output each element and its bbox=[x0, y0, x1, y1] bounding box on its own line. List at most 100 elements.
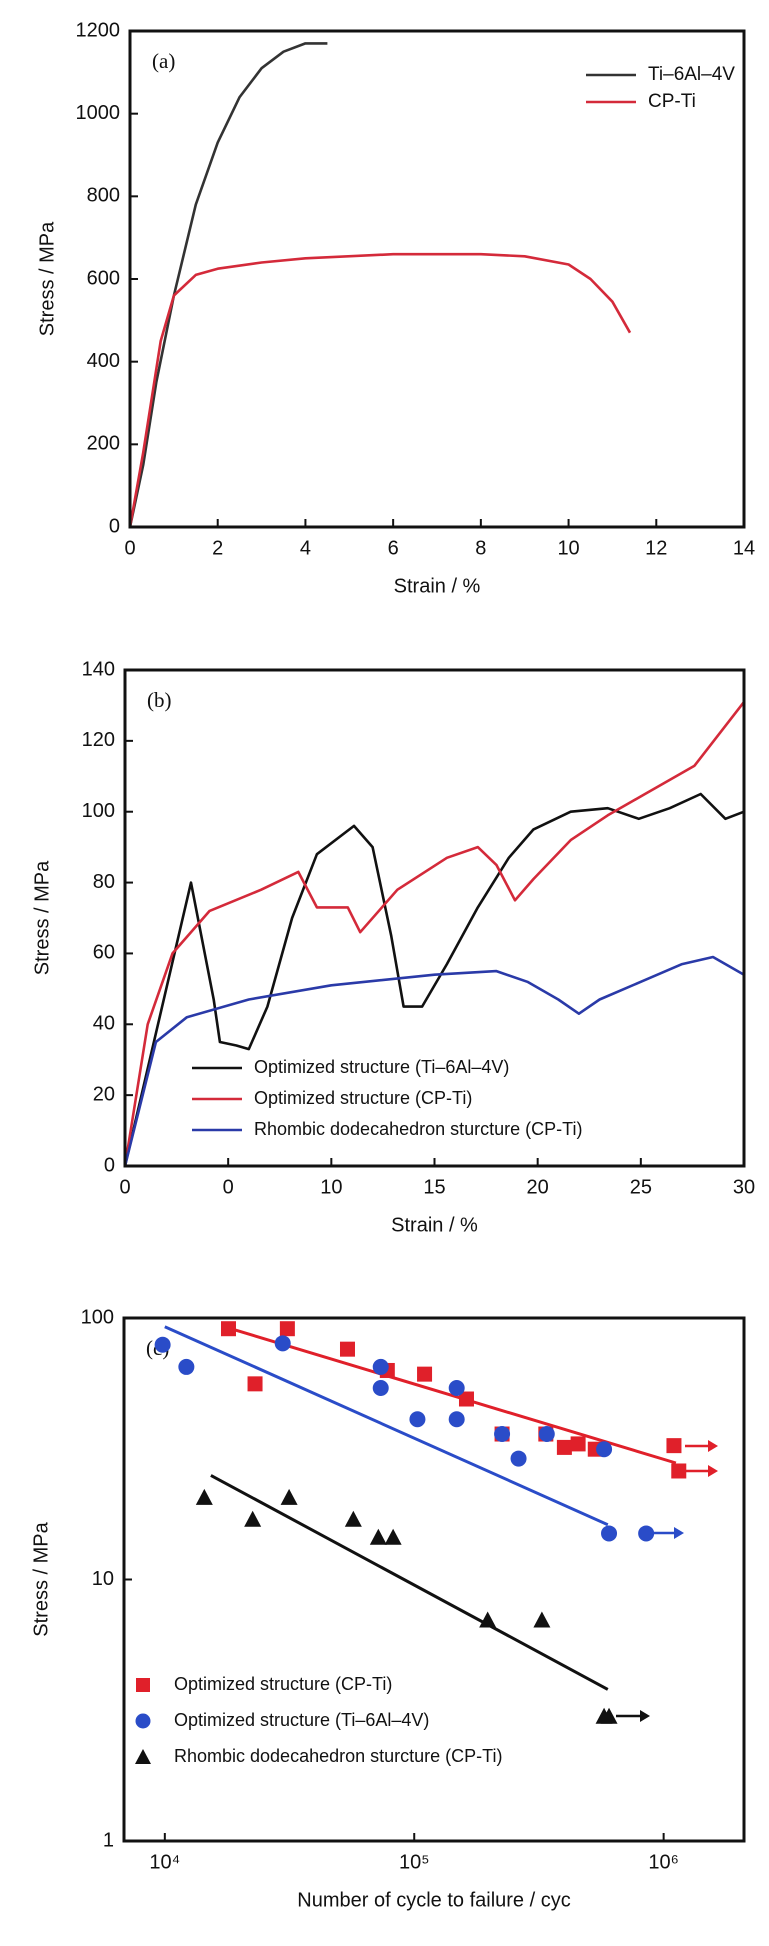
marker-circle bbox=[510, 1450, 527, 1467]
y-tick-label: 0 bbox=[109, 515, 120, 537]
y-tick-label: 140 bbox=[82, 658, 115, 680]
marker-square bbox=[458, 1391, 474, 1407]
x-tick-label: 20 bbox=[527, 1176, 549, 1198]
y-tick-label: 120 bbox=[82, 729, 115, 751]
marker-circle bbox=[178, 1358, 195, 1375]
y-axis-label: Stress / MPa bbox=[30, 1521, 52, 1636]
y-tick-label: 1000 bbox=[76, 102, 121, 124]
marker-triangle bbox=[244, 1510, 262, 1527]
x-tick-label: 0 bbox=[124, 537, 135, 559]
x-tick-label: 12 bbox=[645, 537, 667, 559]
plot-frame bbox=[123, 668, 746, 1168]
plot-frame bbox=[122, 1316, 746, 1843]
marker-square bbox=[417, 1366, 433, 1382]
legend-marker bbox=[136, 1678, 150, 1692]
marker-square bbox=[671, 1463, 687, 1479]
arrow-head bbox=[674, 1527, 684, 1539]
arrow-head bbox=[708, 1440, 718, 1452]
fit-line bbox=[210, 1474, 609, 1691]
marker-circle bbox=[154, 1336, 171, 1353]
arrow-head bbox=[708, 1465, 718, 1477]
x-tick-label: 10⁴ bbox=[149, 1851, 180, 1873]
y-tick-label: 0 bbox=[104, 1154, 115, 1176]
y-tick-label: 100 bbox=[82, 800, 115, 822]
marker-circle bbox=[538, 1426, 555, 1443]
marker-circle bbox=[448, 1411, 465, 1428]
y-tick-label: 1200 bbox=[76, 19, 121, 41]
x-tick-label: 6 bbox=[388, 537, 399, 559]
y-axis-label: Stress / MPa bbox=[36, 221, 58, 336]
y-tick-label: 20 bbox=[93, 1083, 115, 1105]
legend-marker bbox=[135, 1749, 151, 1764]
x-tick-label: 4 bbox=[300, 537, 311, 559]
y-tick-label: 800 bbox=[87, 185, 120, 207]
marker-square bbox=[279, 1321, 295, 1337]
y-axis-label: Stress / MPa bbox=[31, 860, 53, 975]
series-line bbox=[128, 252, 632, 528]
marker-circle bbox=[596, 1441, 613, 1458]
legend-label: Optimized structure (Ti–6Al–4V) bbox=[174, 1710, 429, 1730]
marker-circle bbox=[372, 1358, 389, 1375]
marker-circle bbox=[448, 1379, 465, 1396]
runout-arrows bbox=[616, 1440, 718, 1722]
marker-circle bbox=[372, 1379, 389, 1396]
marker-triangle bbox=[344, 1510, 362, 1527]
x-tick-label: 10⁶ bbox=[648, 1851, 678, 1873]
x-tick-label: 8 bbox=[475, 537, 486, 559]
marker-square bbox=[247, 1376, 263, 1392]
legend-label: CP-Ti bbox=[648, 91, 696, 112]
marker-square bbox=[570, 1436, 586, 1452]
marker-triangle bbox=[195, 1488, 213, 1505]
legend-marker bbox=[135, 1713, 151, 1729]
marker-circle bbox=[638, 1525, 655, 1542]
y-tick-label: 400 bbox=[87, 350, 120, 372]
marker-triangle bbox=[600, 1707, 618, 1724]
x-tick-label: 30 bbox=[733, 1176, 755, 1198]
arrow-head bbox=[640, 1710, 650, 1722]
marker-triangle bbox=[533, 1611, 551, 1628]
y-tick-label: 40 bbox=[93, 1013, 115, 1035]
marker-triangle bbox=[384, 1528, 402, 1545]
x-tick-label: 15 bbox=[423, 1176, 445, 1198]
series-line bbox=[128, 42, 328, 528]
series-line bbox=[123, 955, 745, 1167]
legend-label: Optimized structure (CP-Ti) bbox=[254, 1088, 472, 1108]
x-tick-label: 14 bbox=[733, 537, 755, 559]
panel-label: (b) bbox=[147, 688, 172, 712]
x-tick-label: 0 bbox=[223, 1176, 234, 1198]
marker-triangle bbox=[479, 1611, 497, 1628]
series-line bbox=[123, 792, 745, 1167]
marker-square bbox=[556, 1439, 572, 1455]
x-tick-label: 25 bbox=[630, 1176, 652, 1198]
marker-square bbox=[666, 1438, 682, 1454]
marker-circle bbox=[409, 1411, 426, 1428]
x-tick-label: 0 bbox=[119, 1176, 130, 1198]
x-tick-label: 10 bbox=[557, 537, 579, 559]
x-tick-label: 10 bbox=[320, 1176, 342, 1198]
marker-square bbox=[339, 1341, 355, 1357]
panel-label: (a) bbox=[152, 49, 175, 73]
x-axis-label: Number of cycle to failure / cyc bbox=[297, 1889, 570, 1911]
legend-label: Rhombic dodecahedron sturcture (CP-Ti) bbox=[174, 1746, 502, 1766]
x-tick-label: 10⁵ bbox=[399, 1851, 430, 1873]
plot-frame bbox=[128, 29, 746, 529]
legend-label: Optimized structure (CP-Ti) bbox=[174, 1674, 392, 1694]
fit-line bbox=[164, 1325, 609, 1527]
x-axis-label: Strain / % bbox=[391, 1214, 478, 1236]
y-tick-label: 60 bbox=[93, 942, 115, 964]
marker-circle bbox=[601, 1525, 618, 1542]
marker-triangle bbox=[369, 1528, 387, 1545]
series-line bbox=[123, 701, 746, 1167]
y-tick-label: 1 bbox=[103, 1829, 114, 1851]
x-axis-label: Strain / % bbox=[394, 575, 481, 597]
y-tick-label: 600 bbox=[87, 267, 120, 289]
legend-label: Optimized structure (Ti–6Al–4V) bbox=[254, 1057, 509, 1077]
marker-triangle bbox=[280, 1488, 298, 1505]
legend-label: Ti–6Al–4V bbox=[648, 64, 735, 85]
marker-circle bbox=[494, 1426, 511, 1443]
y-tick-label: 80 bbox=[93, 871, 115, 893]
legend-label: Rhombic dodecahedron sturcture (CP-Ti) bbox=[254, 1119, 582, 1139]
x-tick-label: 2 bbox=[212, 537, 223, 559]
y-tick-label: 10 bbox=[92, 1568, 114, 1590]
